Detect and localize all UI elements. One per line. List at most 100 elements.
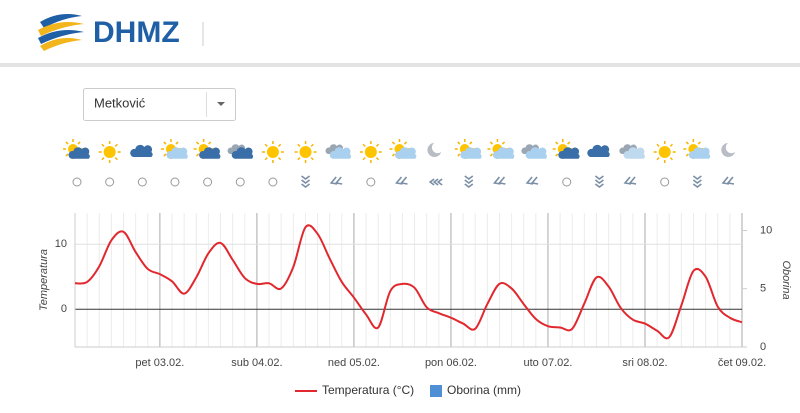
moon xyxy=(427,143,442,157)
location-select[interactable] xyxy=(83,88,236,121)
sun-ray xyxy=(501,141,506,145)
calm xyxy=(137,177,147,187)
y-tick-label: 10 xyxy=(55,238,67,250)
wind-arrow xyxy=(464,175,474,184)
sun-ray xyxy=(375,143,380,147)
y2-tick-label: 5 xyxy=(760,283,766,295)
sun-ray xyxy=(114,157,118,161)
sun-ray xyxy=(101,143,105,147)
sun xyxy=(364,146,377,158)
sun-ray xyxy=(114,143,118,147)
sun-ray xyxy=(457,153,461,157)
x-tick-label: pon 06.02. xyxy=(425,357,477,369)
y2-tick-label: 0 xyxy=(760,341,766,353)
cloud xyxy=(587,144,610,157)
sun-ray xyxy=(208,141,212,145)
wind-arrow xyxy=(301,175,311,184)
y2-tick-label: 10 xyxy=(760,224,772,236)
sun-ray xyxy=(77,141,81,145)
sun xyxy=(103,146,116,158)
select-caret[interactable] xyxy=(217,102,225,106)
sun-ray xyxy=(391,141,396,145)
weather-icons xyxy=(63,139,735,188)
cloud xyxy=(394,147,417,159)
sun-ray xyxy=(669,143,674,147)
sun-ray xyxy=(656,157,660,161)
calm xyxy=(562,177,572,187)
sun xyxy=(658,146,671,158)
sun xyxy=(266,146,279,158)
wind-arrow xyxy=(464,183,474,188)
sun-ray xyxy=(310,157,314,161)
sun-ray xyxy=(489,153,494,157)
sun-ray xyxy=(163,141,167,145)
cloud xyxy=(329,147,352,159)
y-axis-title: Temperatura xyxy=(38,249,50,311)
sun-ray xyxy=(163,153,167,157)
sun-ray xyxy=(489,141,494,145)
calm xyxy=(170,177,180,187)
sun-ray xyxy=(297,143,301,147)
cloud xyxy=(460,147,482,159)
sun-ray xyxy=(403,141,408,145)
sun-ray xyxy=(362,157,366,161)
wind-arrow xyxy=(692,175,702,184)
calm xyxy=(105,177,115,187)
cloud xyxy=(130,144,153,157)
moon xyxy=(721,143,735,157)
wind-arrow xyxy=(329,176,343,185)
sun-ray xyxy=(375,157,380,161)
legend-swatch xyxy=(430,385,442,397)
sun-ray xyxy=(555,141,559,145)
cloud xyxy=(68,147,90,159)
header-rule xyxy=(0,63,800,67)
wind-arrow xyxy=(525,176,539,185)
sun-ray xyxy=(457,141,461,145)
x-tick-label: pet 03.02. xyxy=(135,357,184,369)
calm xyxy=(203,177,213,187)
sun-ray xyxy=(264,143,268,147)
location-value[interactable]: Metković xyxy=(94,95,146,110)
wind-arrow xyxy=(594,183,604,188)
temperature-line xyxy=(74,224,743,340)
wind-arrow xyxy=(394,176,408,185)
cloud xyxy=(492,147,515,159)
legend-label: Temperatura (°C) xyxy=(322,383,414,397)
calm xyxy=(235,177,245,187)
sun-ray xyxy=(555,153,559,157)
sun-ray xyxy=(297,157,301,161)
x-tick-label: sri 08.02. xyxy=(622,357,667,369)
logo-text[interactable]: DHMZ xyxy=(93,16,180,49)
sun-ray xyxy=(101,157,105,161)
calm xyxy=(660,177,670,187)
logo-mark xyxy=(38,14,84,51)
wind-arrow xyxy=(692,183,702,188)
sun-ray xyxy=(362,143,366,147)
sun-ray xyxy=(195,141,200,145)
legend-label: Oborina (mm) xyxy=(447,383,521,397)
sun-ray xyxy=(278,157,282,161)
sun-ray xyxy=(656,143,660,147)
cloud xyxy=(525,147,547,159)
cloud xyxy=(231,147,254,159)
header-bar xyxy=(0,0,800,64)
cloud xyxy=(688,147,711,159)
x-tick-label: uto 07.02. xyxy=(523,357,572,369)
x-tick-label: ned 05.02. xyxy=(328,357,380,369)
sun-ray xyxy=(669,157,674,161)
wind-arrow xyxy=(623,176,637,185)
wind-arrow xyxy=(721,176,735,185)
sun-ray xyxy=(685,141,689,145)
wind-arrow xyxy=(594,175,604,184)
calm xyxy=(366,177,376,187)
wind-arrow xyxy=(301,183,311,188)
sun-ray xyxy=(697,141,701,145)
sun-ray xyxy=(567,141,571,145)
cloud xyxy=(166,147,188,159)
sun-ray xyxy=(278,143,282,147)
x-tick-label: čet 09.02. xyxy=(718,357,766,369)
calm xyxy=(268,177,278,187)
wind-arrow xyxy=(428,178,443,186)
